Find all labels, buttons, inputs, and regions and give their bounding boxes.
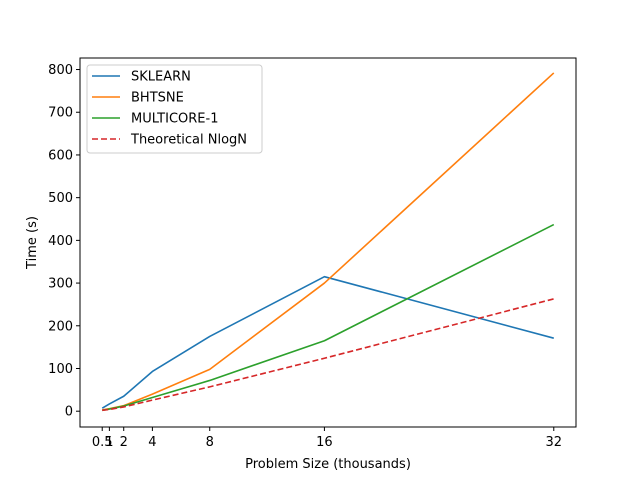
series-line-multicore-1	[102, 223, 555, 412]
series-line-theoretical-nlogn	[102, 298, 554, 412]
plot-area	[101, 72, 555, 412]
x-axis: 0.51 2 4 8 16 32	[92, 427, 562, 450]
y-tick-label: 500	[48, 191, 73, 206]
series-line-sklearn	[101, 275, 554, 409]
y-tick-label: 300	[48, 277, 73, 292]
x-tick-label: 32	[546, 435, 563, 450]
legend: SKLEARN BHTSNE MULTICORE-1 Theoretical Nlog…	[86, 64, 263, 154]
legend-label: MULTICORE-1	[131, 112, 218, 127]
y-tick-label: 800	[48, 63, 73, 78]
x-tick-label: 8	[206, 435, 214, 450]
legend-label: BHTSNE	[131, 91, 184, 106]
x-tick-label: 16	[316, 435, 333, 450]
x-tick-label: 0.5	[92, 435, 113, 450]
x-tick-label: 2	[120, 435, 128, 450]
y-tick-label: 0	[65, 405, 73, 420]
y-tick-label: 600	[48, 148, 73, 163]
y-tick-label: 400	[48, 234, 73, 249]
y-tick-label: 700	[48, 106, 73, 121]
x-axis-label: Problem Size (thousands)	[245, 457, 411, 472]
legend-box	[86, 64, 263, 154]
y-axis: 0 100 200 300 400 500 600 700 800	[48, 63, 80, 420]
legend-label: Theoretical NlogN	[130, 133, 247, 148]
x-tick-label: 1	[105, 435, 113, 450]
axes-frame	[79, 57, 577, 428]
y-tick-label: 100	[48, 362, 73, 377]
y-axis-label: Time (s)	[25, 216, 40, 270]
y-tick-label: 200	[48, 319, 73, 334]
legend-label: SKLEARN	[131, 70, 191, 85]
x-tick-label: 4	[148, 435, 156, 450]
